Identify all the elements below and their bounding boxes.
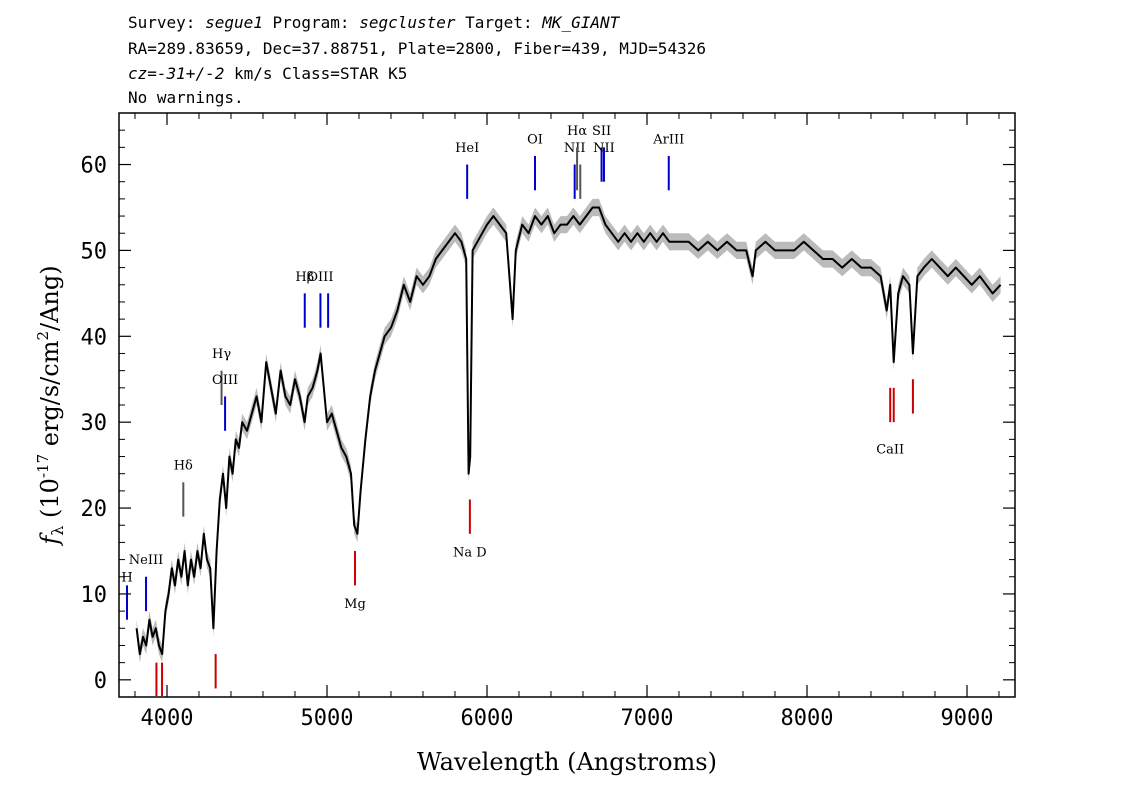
- y-tick-label: 30: [81, 411, 108, 436]
- spectrum-series: [135, 206, 1002, 656]
- line-marker-label: H: [121, 570, 132, 585]
- line-marker-label: Na D: [453, 545, 487, 560]
- y-tick-label: 60: [81, 154, 108, 179]
- header-line-2: RA=289.83659, Dec=37.88751, Plate=2800, …: [128, 39, 706, 58]
- x-tick-label: 6000: [461, 706, 514, 731]
- line-marker-label: OIII: [212, 373, 238, 388]
- header-line-3: cz=-31+/-2 km/s Class=STAR K5: [128, 64, 407, 83]
- y-tick-label: 50: [81, 239, 108, 264]
- x-tick-label: 9000: [941, 706, 994, 731]
- x-tick-label: 7000: [621, 706, 674, 731]
- line-marker-label: Hβ: [295, 270, 314, 285]
- line-marker-label: OI: [527, 132, 543, 147]
- x-axis-ticks: 4000 5000 6000 7000 8000 9000: [134, 113, 1000, 731]
- x-tick-label: 4000: [141, 706, 194, 731]
- header-line-1: Survey: segue1 Program: segcluster Targe…: [128, 13, 621, 32]
- line-marker-label: Hδ: [174, 459, 193, 474]
- y-tick-label: 40: [81, 325, 108, 350]
- y-axis-ticks: 0 10 20 30 40 50 60: [81, 112, 1015, 698]
- line-marker-label: Mg: [344, 597, 366, 612]
- line-marker-label: HeI: [455, 141, 479, 156]
- x-tick-label: 5000: [301, 706, 354, 731]
- line-marker-label: NII: [593, 141, 615, 156]
- y-tick-label: 20: [81, 497, 108, 522]
- header-line-4: No warnings.: [128, 88, 244, 107]
- spectrum-line: [135, 206, 1002, 656]
- y-tick-label: 10: [81, 583, 108, 608]
- y-axis-label: fλ (10-17 erg/s/cm2/Ang): [34, 265, 67, 546]
- line-marker-label: OIII: [307, 270, 333, 285]
- line-marker-label: Hγ: [212, 347, 231, 362]
- x-tick-label: 8000: [781, 706, 834, 731]
- y-tick-label: 0: [94, 669, 107, 694]
- x-axis-label: Wavelength (Angstroms): [417, 748, 717, 776]
- line-marker-label: ArIII: [652, 132, 684, 147]
- line-marker-label: NeIII: [129, 553, 163, 568]
- line-marker-label: CaII: [876, 442, 904, 457]
- line-marker-label: Hα: [567, 124, 587, 139]
- line-marker-label: NII: [564, 141, 586, 156]
- line-marker-label: SII: [592, 124, 611, 139]
